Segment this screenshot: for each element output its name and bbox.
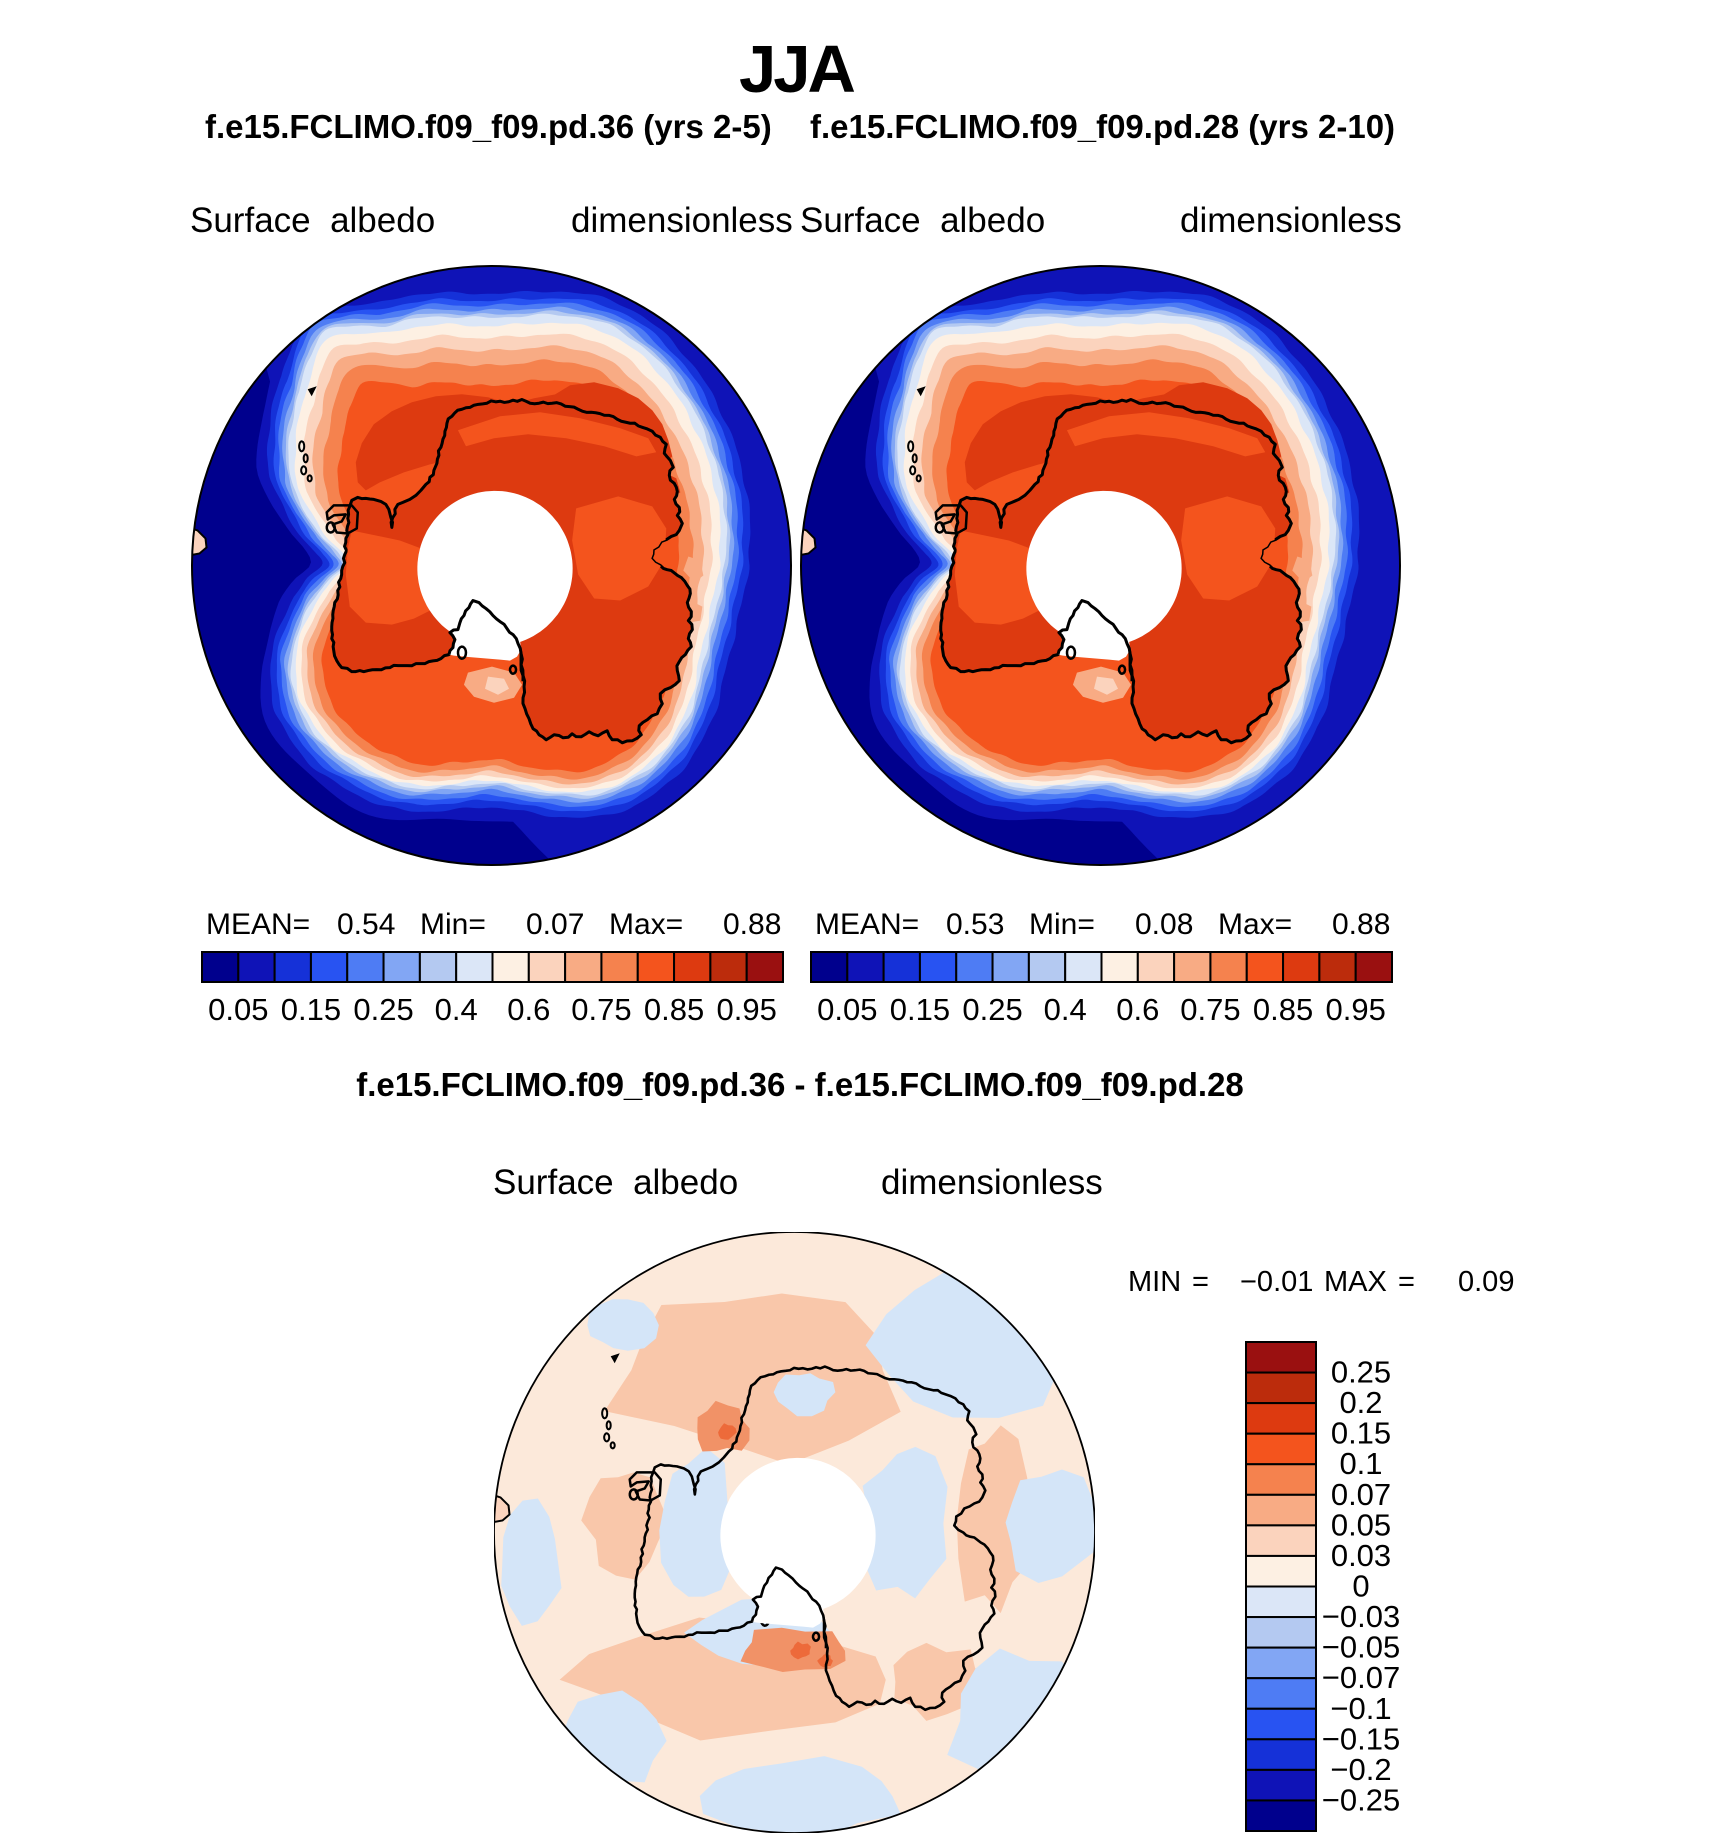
- svg-text:−0.15: −0.15: [1322, 1721, 1400, 1756]
- svg-text:0.25: 0.25: [353, 992, 413, 1027]
- svg-text:0.85: 0.85: [1253, 992, 1313, 1027]
- svg-text:0.95: 0.95: [717, 992, 777, 1027]
- svg-text:0.03: 0.03: [1331, 1538, 1391, 1573]
- svg-text:0.75: 0.75: [1180, 992, 1240, 1027]
- svg-text:0.05: 0.05: [817, 992, 877, 1027]
- svg-text:0.05: 0.05: [1331, 1507, 1391, 1542]
- svg-text:0.1: 0.1: [1339, 1446, 1382, 1481]
- svg-text:0.07: 0.07: [1331, 1477, 1391, 1512]
- svg-text:0.15: 0.15: [890, 992, 950, 1027]
- svg-text:0.4: 0.4: [1044, 992, 1087, 1027]
- svg-text:0.2: 0.2: [1339, 1385, 1382, 1420]
- svg-text:0.4: 0.4: [435, 992, 478, 1027]
- svg-text:0.15: 0.15: [1331, 1416, 1391, 1451]
- svg-text:0.95: 0.95: [1326, 992, 1386, 1027]
- svg-text:0.25: 0.25: [1331, 1355, 1391, 1390]
- svg-text:0.6: 0.6: [1116, 992, 1159, 1027]
- svg-text:−0.07: −0.07: [1322, 1660, 1400, 1695]
- svg-text:0.75: 0.75: [571, 992, 631, 1027]
- svg-text:0.05: 0.05: [208, 992, 268, 1027]
- svg-text:−0.25: −0.25: [1322, 1782, 1400, 1817]
- svg-text:−0.1: −0.1: [1330, 1691, 1391, 1726]
- svg-text:−0.05: −0.05: [1322, 1630, 1400, 1665]
- svg-text:0: 0: [1352, 1569, 1369, 1604]
- svg-text:0.6: 0.6: [507, 992, 550, 1027]
- svg-text:0.15: 0.15: [281, 992, 341, 1027]
- svg-text:−0.2: −0.2: [1330, 1752, 1391, 1787]
- svg-text:−0.03: −0.03: [1322, 1599, 1400, 1634]
- svg-text:0.85: 0.85: [644, 992, 704, 1027]
- svg-text:0.25: 0.25: [962, 992, 1022, 1027]
